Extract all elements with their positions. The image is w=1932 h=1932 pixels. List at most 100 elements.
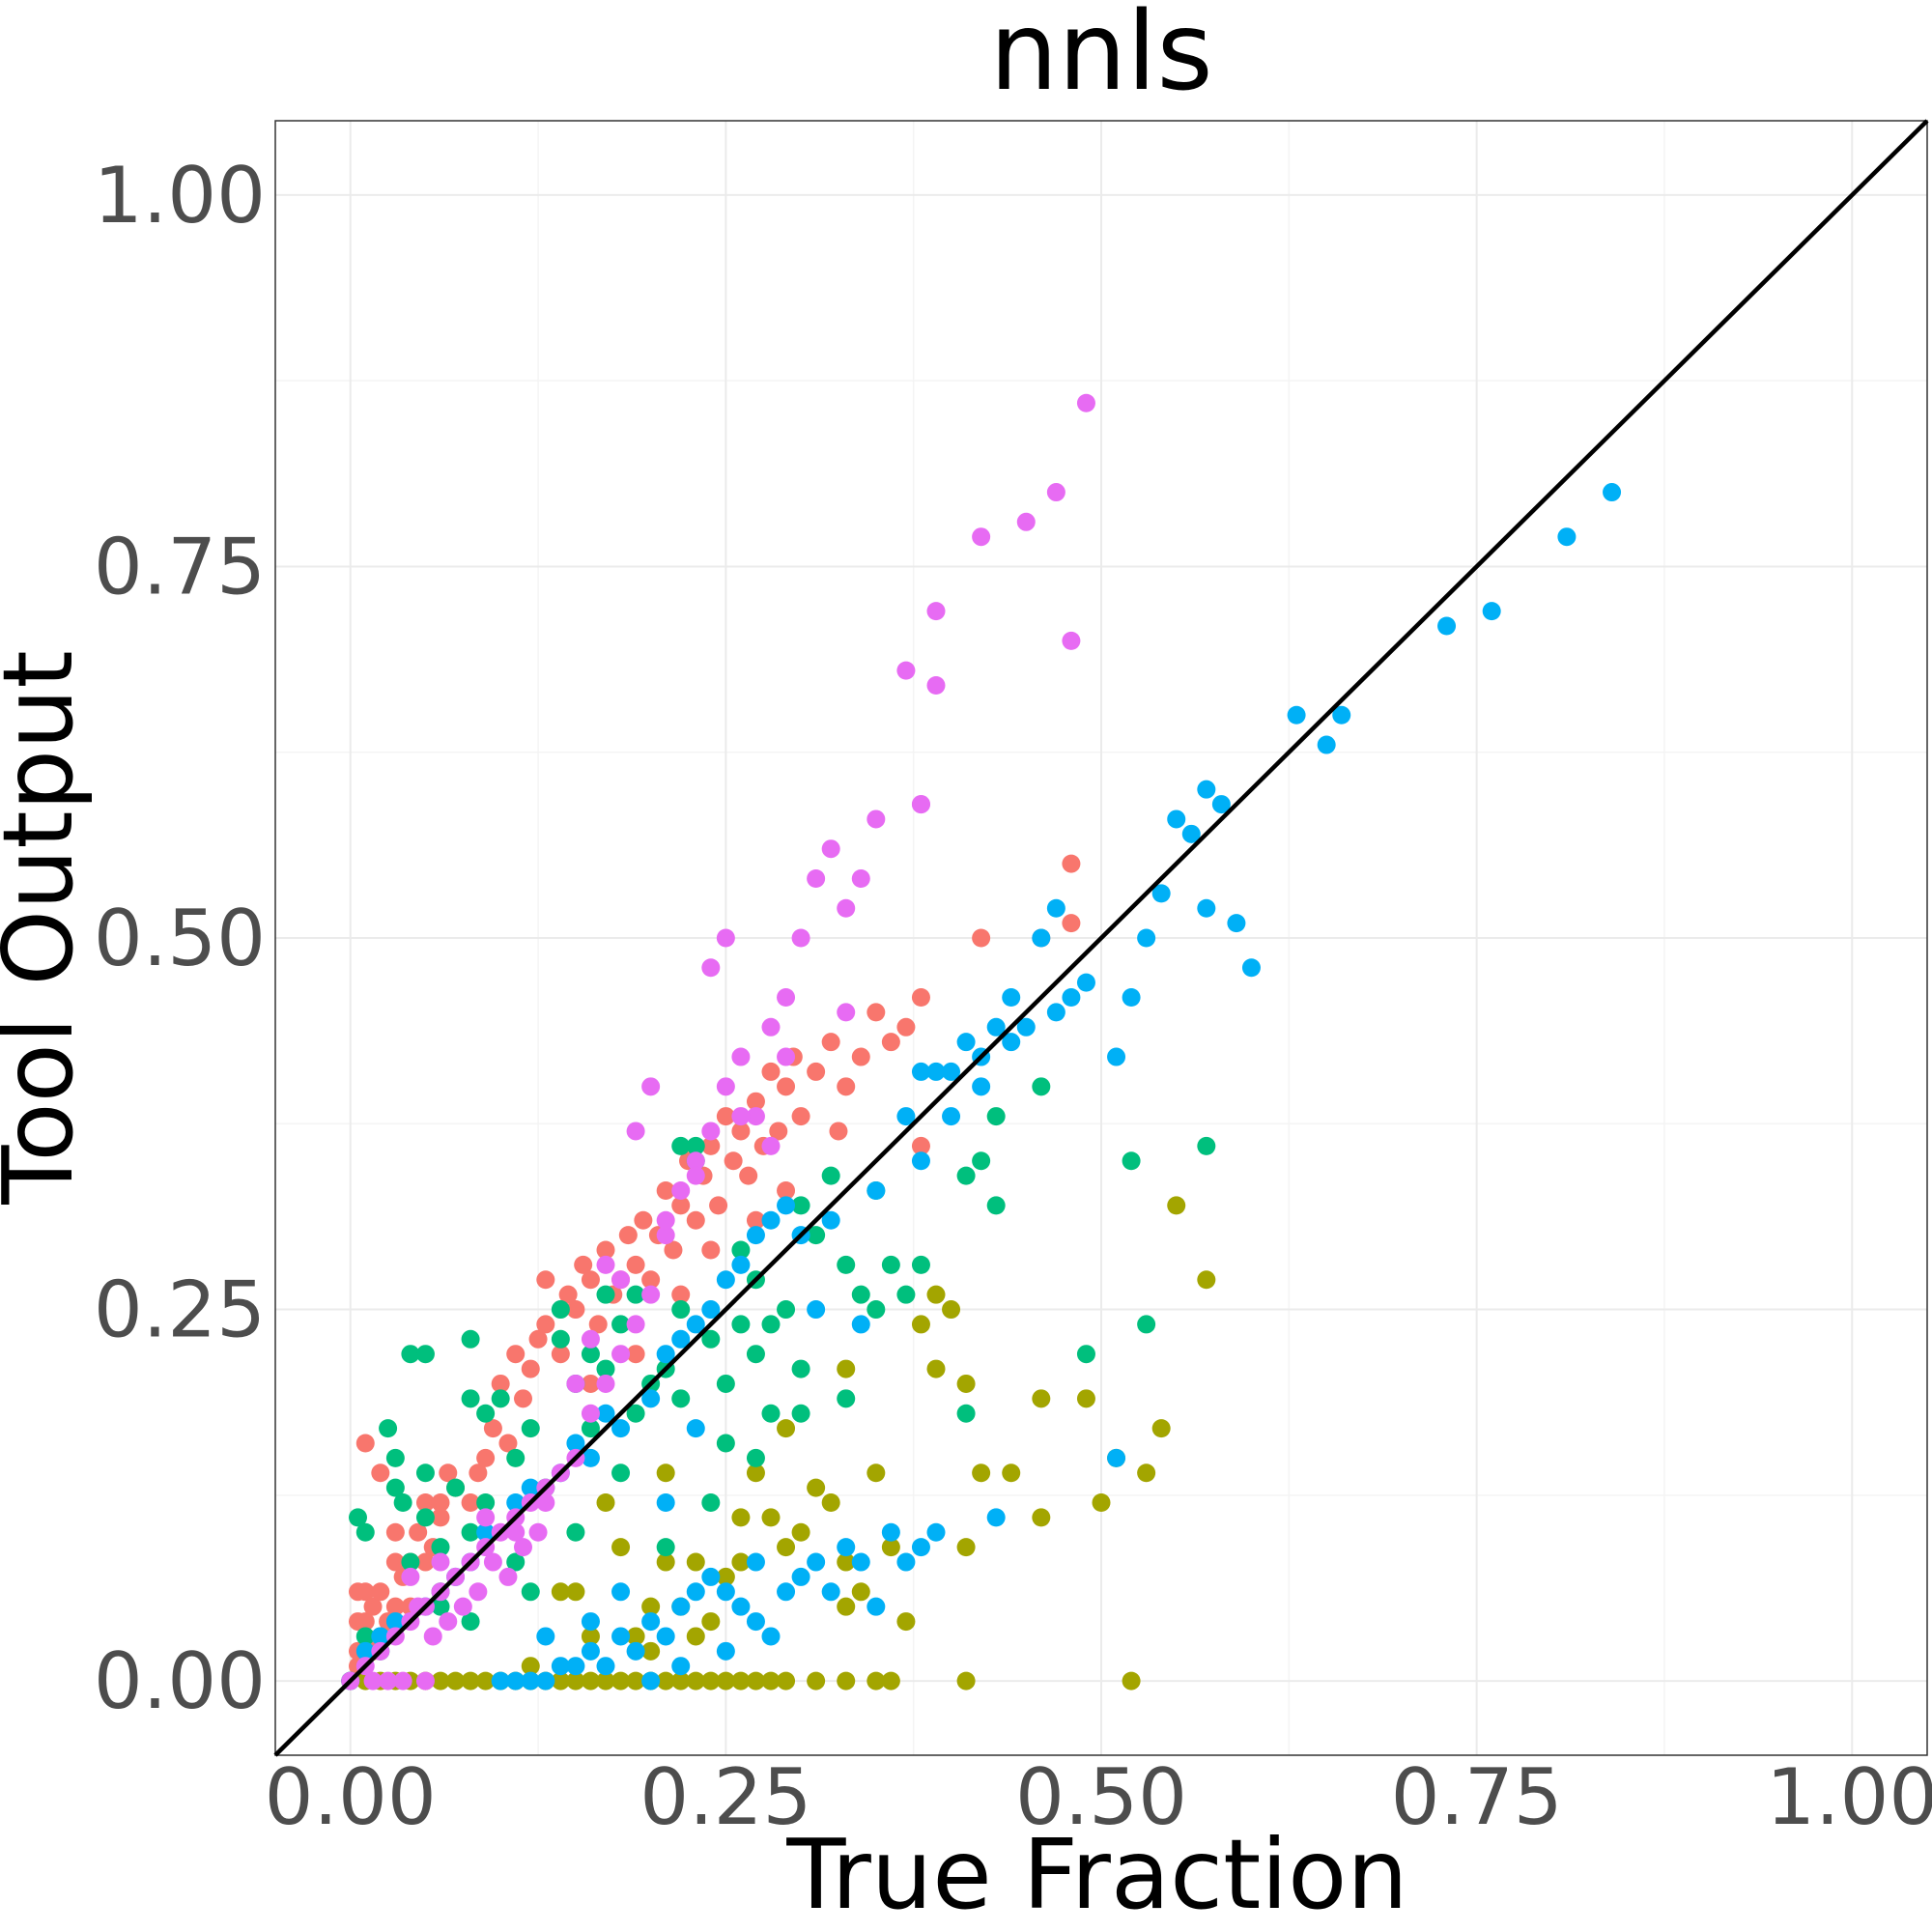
data-point [761,1017,781,1037]
data-point [731,1047,751,1066]
data-point [1137,1315,1156,1334]
data-point [431,1552,450,1572]
data-point [514,1389,532,1408]
data-point [926,1522,946,1542]
data-point [896,1552,916,1572]
identity-reference-line [273,119,1929,1757]
data-point [476,1508,496,1527]
data-point [363,1671,383,1690]
y-tick-label: 0.25 [94,1265,266,1355]
data-point [807,1552,826,1572]
data-point [807,1226,826,1245]
data-point [911,1062,930,1081]
data-point [634,1210,653,1230]
data-point [986,1107,1006,1126]
y-axis-ticks: 0.00 0.25 0.50 0.75 1.00 [94,151,266,1726]
data-point [355,1434,375,1453]
data-point [596,1671,615,1690]
data-point [761,1671,781,1690]
data-point [1122,1671,1141,1690]
data-point [671,1671,691,1690]
panel-border [274,120,1928,1756]
data-point [385,1597,405,1616]
data-point [716,1107,735,1126]
data-point [926,602,946,621]
data-point [581,1419,600,1438]
data-point [581,1612,600,1632]
data-point [972,928,991,948]
data-point [581,1404,600,1423]
data-point [1557,527,1577,547]
data-point [716,1641,735,1661]
data-point [671,1136,691,1155]
data-point [656,1627,675,1646]
data-point [881,1522,900,1542]
data-point [911,1136,930,1155]
data-point [498,1434,518,1453]
data-point [686,1151,705,1171]
data-point [686,1315,705,1334]
data-point [1167,1196,1186,1215]
data-point [911,1151,930,1171]
data-point [829,1122,848,1141]
data-point [385,1478,405,1497]
data-point [641,1671,661,1690]
data-point [769,1122,788,1141]
data-point [551,1582,570,1602]
data-point [1151,884,1171,903]
data-point [461,1671,480,1690]
data-point [1016,512,1036,531]
grid [275,121,1927,1755]
data-point [393,1493,412,1513]
data-point [896,1612,916,1632]
data-point [911,988,930,1008]
data-point [739,1166,758,1185]
data-point [355,1612,375,1632]
data-point [851,868,870,888]
x-tick-label: 1.00 [1766,1752,1932,1842]
data-point [355,1582,375,1602]
data-point [896,1017,916,1037]
data-point [596,1240,615,1260]
data-point [851,1552,870,1572]
data-point [821,1493,840,1513]
data-point [731,1508,751,1527]
data-point [851,1315,870,1334]
data-point [791,928,810,948]
data-point [536,1627,555,1646]
data-point [821,1582,840,1602]
data-point [686,1582,705,1602]
data-point [431,1671,450,1690]
data-point [656,1345,675,1364]
data-point [581,1345,600,1364]
y-tick-label: 0.00 [94,1636,266,1726]
data-point [453,1597,472,1616]
data-point [716,1582,735,1602]
data-point [536,1671,555,1690]
data-point [528,1522,548,1542]
data-point [716,1434,735,1453]
data-point [777,1582,796,1602]
data-point [483,1419,502,1438]
data-point [1603,483,1622,502]
data-point [401,1552,420,1572]
data-point [986,1508,1006,1527]
data-point [926,676,946,696]
data-point [656,1552,675,1572]
data-point [791,1196,810,1215]
data-point [611,1538,631,1557]
data-point [791,1404,810,1423]
data-point [506,1552,526,1572]
data-point [1241,958,1261,978]
data-point [731,1240,751,1260]
data-point [401,1567,420,1586]
data-point [701,1567,721,1586]
data-point [956,1033,976,1052]
data-point [431,1538,450,1557]
data-point [641,1389,661,1408]
data-point [596,1404,615,1423]
data-point [385,1612,405,1632]
data-point [731,1255,751,1274]
data-point [1107,1047,1126,1066]
data-point [746,1448,765,1467]
